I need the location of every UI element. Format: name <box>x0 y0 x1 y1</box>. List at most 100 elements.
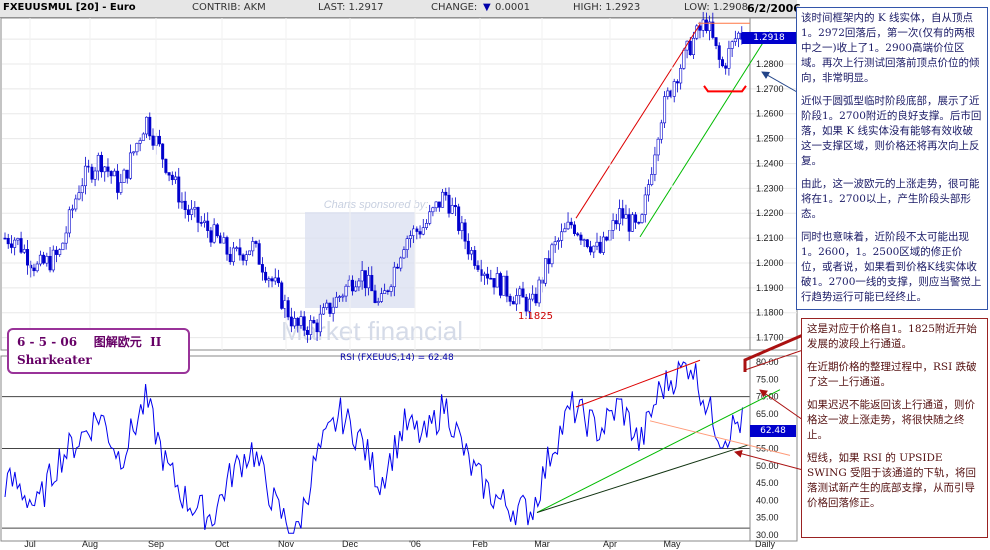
candle-body <box>334 296 338 308</box>
candle-body <box>576 233 580 236</box>
candle-body <box>518 288 522 296</box>
candle-body <box>556 240 560 242</box>
candle-body <box>679 68 683 84</box>
candle-body <box>241 254 245 261</box>
rsi-last-tag: 62.48 <box>750 425 796 437</box>
candle-body <box>621 208 625 219</box>
candle-body <box>190 208 194 215</box>
candle-body <box>653 154 657 175</box>
candle-body <box>119 182 123 193</box>
note-bottom-3: 如果迟迟不能返回该上行通道，则价格这一波上涨走势，将很快随之终止。 <box>807 399 975 441</box>
candle-body <box>502 275 506 296</box>
chart-header: FXEUUSMUL [20] - Euro CONTRIB: AKM LAST:… <box>0 0 801 18</box>
low-label: LOW: 1.2908 <box>684 2 748 13</box>
candle-body <box>415 228 419 232</box>
candle-body <box>215 224 219 237</box>
candle-body <box>96 155 100 172</box>
candle-body <box>299 316 303 326</box>
rsi-grid: 80.0075.0070.0065.0060.0055.0050.0045.00… <box>0 355 798 542</box>
annotation-arrows <box>734 71 804 471</box>
candle-body <box>534 293 538 304</box>
note-top-4: 同时也意味着，近阶段不太可能出现1。2600，1。2500区域的修正价位，或者说… <box>801 231 982 303</box>
x-tick-label: Dec <box>342 539 359 549</box>
chart-date: 6/2/2006 <box>747 2 801 15</box>
candle-body <box>595 241 599 247</box>
x-tick-label: Mar <box>534 539 550 549</box>
price-tick-label: 1.2700 <box>756 84 784 94</box>
x-tick-label: Aug <box>82 539 98 549</box>
rsi-plot <box>4 359 791 534</box>
candle-body <box>434 201 438 209</box>
rsi-tick-label: 45.00 <box>756 478 779 488</box>
note-bottom-2: 在近期价格的整理过程中，RSI 跌破了这一上行通道。 <box>807 361 977 388</box>
candle-body <box>489 277 493 280</box>
change-down-icon: ▼ <box>483 2 491 13</box>
candle-body <box>80 185 84 194</box>
candle-body <box>444 191 448 196</box>
candle-body <box>315 322 319 333</box>
candle-body <box>157 135 161 145</box>
candle-body <box>727 48 731 69</box>
candle-body <box>672 81 676 97</box>
candle-body <box>650 174 654 185</box>
candle-body <box>248 250 252 255</box>
candle-body <box>276 277 280 284</box>
candle-body <box>170 174 174 181</box>
candle-body <box>280 282 284 309</box>
candle-body <box>396 266 400 269</box>
candle-body <box>90 166 94 180</box>
candle-body <box>32 267 36 272</box>
candle-body <box>544 258 548 284</box>
x-tick-label: Sep <box>148 539 164 549</box>
last-price-label: LAST: 1.2917 <box>318 2 384 13</box>
note-bottom-1: 这是对应于价格自1。1825附近开始发展的波段上行通道。 <box>807 323 977 350</box>
rsi-support-line <box>536 444 749 513</box>
candle-body <box>492 278 496 288</box>
candle-body <box>302 316 306 331</box>
candle-body <box>67 209 71 234</box>
candle-body <box>402 249 406 259</box>
price-channel-lines <box>575 22 771 238</box>
candle-body <box>209 230 213 243</box>
candle-body <box>730 41 734 49</box>
candle-body <box>370 275 374 292</box>
candle-body <box>212 224 216 243</box>
candle-body <box>58 249 62 255</box>
rsi-tick-label: 75.00 <box>756 374 779 384</box>
candle-body <box>93 170 97 180</box>
note-arrow-rsi <box>734 449 804 471</box>
candle-body <box>550 244 554 265</box>
candle-body <box>273 277 277 282</box>
candle-body <box>373 290 377 303</box>
candle-body <box>640 214 644 223</box>
candle-body <box>634 214 638 223</box>
candle-body <box>42 254 46 264</box>
candle-body <box>112 170 116 177</box>
candle-body <box>322 307 326 315</box>
price-tick-label: 1.2500 <box>756 134 784 144</box>
candle-body <box>614 220 618 225</box>
candle-body <box>309 320 313 335</box>
note-top-1: 该时间框架内的 K 线实体，自从顶点1。2972回落后，第一次(仅有的两根中之一… <box>801 12 980 84</box>
rsi-caption: RSI (FXEUUS,14) = 62.48 <box>340 353 454 363</box>
sponsor-watermark: Charts sponsored by: Market financial <box>281 199 463 346</box>
note-pointer-edge <box>744 349 804 371</box>
candle-body <box>566 221 570 230</box>
candle-body <box>270 278 274 282</box>
candle-body <box>238 247 242 256</box>
sponsor-logo-icon <box>305 212 415 308</box>
candle-body <box>505 275 509 297</box>
candle-body <box>161 143 165 160</box>
candle-body <box>331 306 335 314</box>
candle-body <box>254 241 258 244</box>
candle-body <box>457 206 461 231</box>
candle-body <box>466 240 470 255</box>
rsi-series-line <box>4 360 743 534</box>
note-arrow-channel <box>759 389 804 421</box>
candle-body <box>379 293 383 302</box>
candle-body <box>100 155 104 173</box>
candle-body <box>13 239 17 248</box>
candle-body <box>383 290 387 294</box>
